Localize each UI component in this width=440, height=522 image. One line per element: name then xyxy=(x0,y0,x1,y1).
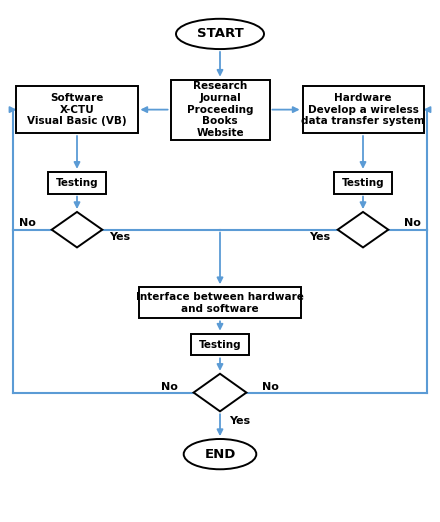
FancyBboxPatch shape xyxy=(191,334,249,355)
Polygon shape xyxy=(338,212,388,247)
Text: Yes: Yes xyxy=(109,232,131,242)
FancyBboxPatch shape xyxy=(48,172,106,194)
FancyBboxPatch shape xyxy=(171,79,269,140)
Text: Testing: Testing xyxy=(56,177,98,188)
Ellipse shape xyxy=(184,439,256,469)
Text: END: END xyxy=(204,448,236,460)
Polygon shape xyxy=(194,374,246,411)
Text: Yes: Yes xyxy=(309,232,331,242)
Text: No: No xyxy=(19,218,36,229)
Text: Testing: Testing xyxy=(342,177,384,188)
FancyBboxPatch shape xyxy=(334,172,392,194)
Text: No: No xyxy=(262,382,279,393)
Text: Interface between hardware
and software: Interface between hardware and software xyxy=(136,292,304,314)
Ellipse shape xyxy=(176,19,264,49)
FancyBboxPatch shape xyxy=(16,86,138,133)
Text: Yes: Yes xyxy=(229,416,250,426)
FancyBboxPatch shape xyxy=(303,86,424,133)
Text: No: No xyxy=(404,218,421,229)
Text: Hardware
Develop a wireless
data transfer system: Hardware Develop a wireless data transfe… xyxy=(301,93,425,126)
Text: Research
Journal
Proceeding
Books
Website: Research Journal Proceeding Books Websit… xyxy=(187,81,253,138)
Text: START: START xyxy=(197,28,243,40)
Text: Testing: Testing xyxy=(199,339,241,350)
FancyBboxPatch shape xyxy=(139,287,301,318)
Polygon shape xyxy=(52,212,102,247)
Text: Software
X-CTU
Visual Basic (VB): Software X-CTU Visual Basic (VB) xyxy=(27,93,127,126)
Text: No: No xyxy=(161,382,178,393)
